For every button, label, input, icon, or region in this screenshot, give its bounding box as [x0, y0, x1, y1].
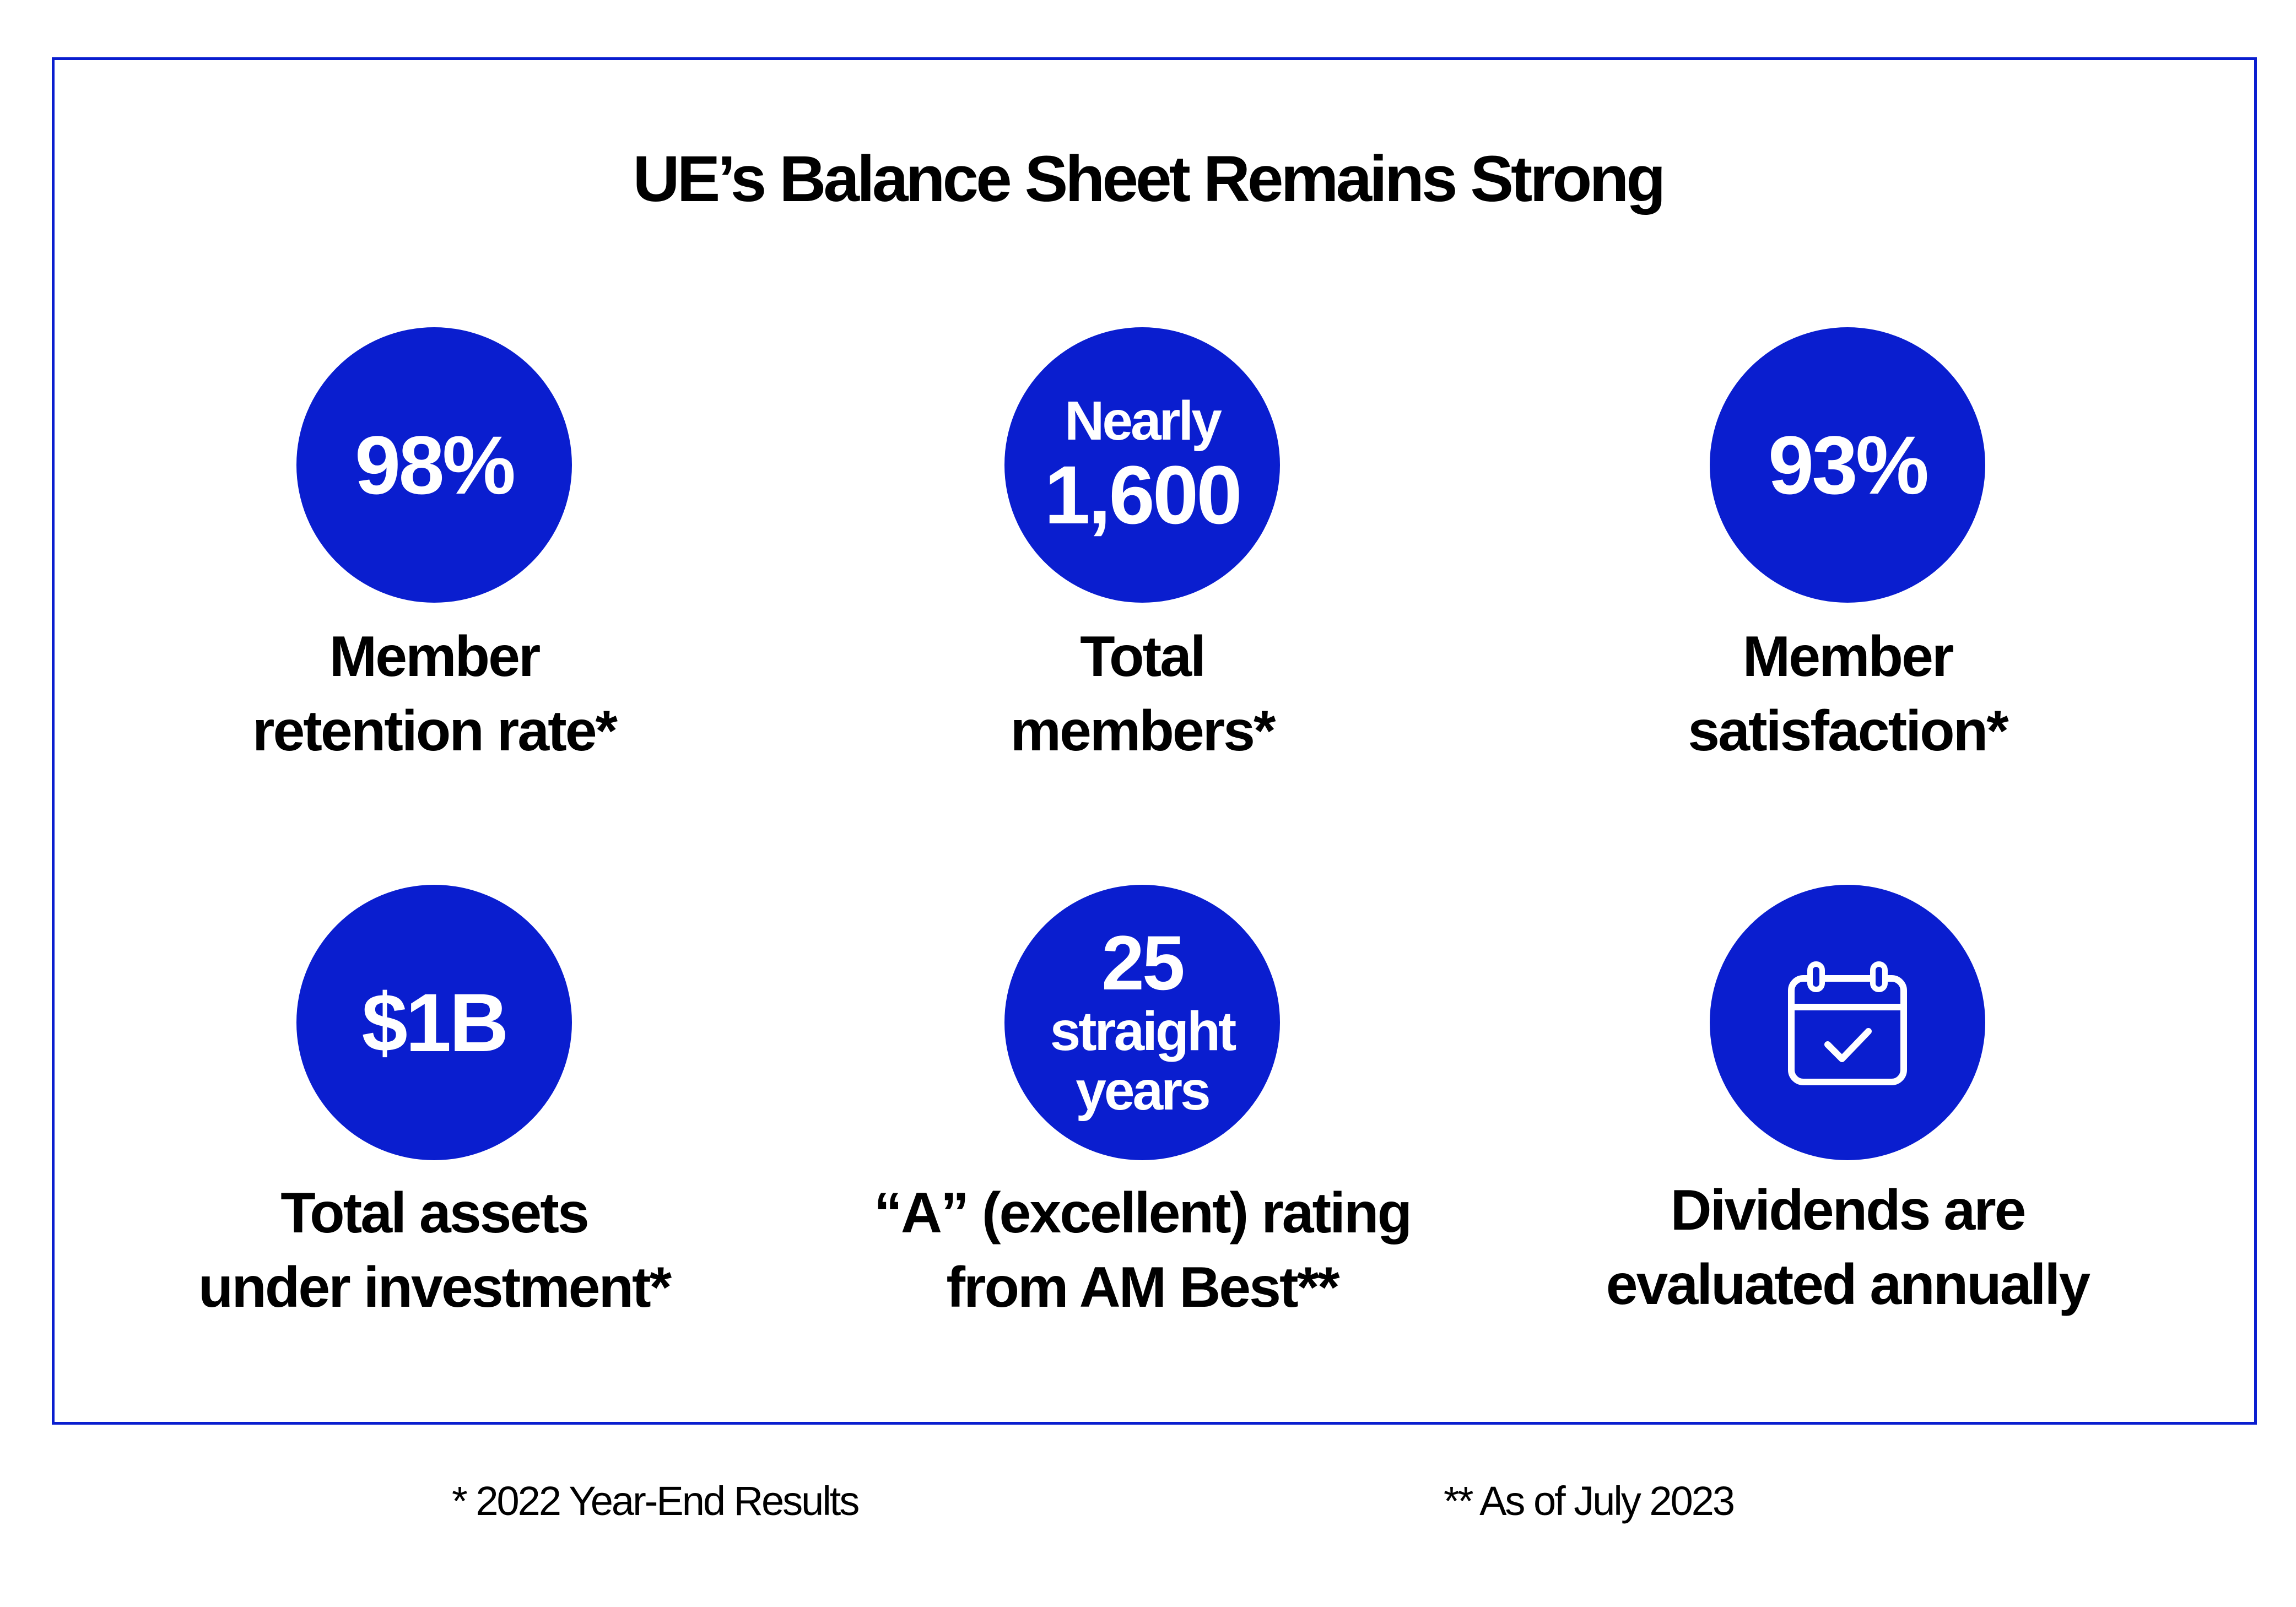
stat-circle-dividends: [1710, 885, 1985, 1160]
content-frame: [52, 57, 2257, 1425]
stat-caption-assets: Total assets under investment*: [198, 1181, 672, 1319]
stat-caption-dividends: Dividends are evaluated annually: [1606, 1178, 2091, 1317]
footnote-as-of: ** As of July 2023: [1444, 1478, 1735, 1524]
page-title: UE’s Balance Sheet Remains Strong: [633, 143, 1666, 215]
stat-circle-members: Nearly 1,600: [1004, 327, 1280, 603]
stat-circle-assets: $1B: [296, 885, 572, 1160]
stat-value: $1B: [361, 976, 509, 1069]
stat-unit: years: [1076, 1060, 1211, 1122]
stat-value: 93%: [1768, 419, 1929, 511]
stat-caption-satisfaction: Member satisfaction*: [1688, 625, 2008, 763]
footnote-year-end: * 2022 Year-End Results: [452, 1478, 860, 1524]
stat-caption-members: Total members*: [1010, 625, 1276, 763]
stat-circle-satisfaction: 93%: [1710, 327, 1985, 603]
stat-caption-retention: Member retention rate*: [252, 625, 618, 763]
stat-value: 98%: [354, 419, 516, 511]
stat-circle-retention: 98%: [296, 327, 572, 603]
stat-qualifier: Nearly: [1065, 390, 1222, 452]
stat-caption-rating: “A” (excellent) rating from AM Best**: [873, 1181, 1412, 1319]
stat-value: 25: [1101, 919, 1185, 1006]
stat-unit: straight: [1050, 1000, 1237, 1062]
stat-circle-rating: 25 straight years: [1004, 885, 1280, 1160]
calendar-check-icon: [1788, 961, 1907, 1085]
stat-value: 1,600: [1044, 448, 1242, 541]
